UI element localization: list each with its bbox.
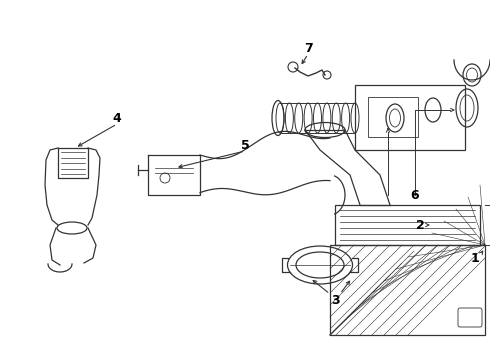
Bar [368,97,418,137]
Text: 4: 4 [113,112,122,125]
Text: 2: 2 [416,219,424,231]
Text: 6: 6 [411,189,419,202]
Text: 3: 3 [331,293,339,306]
Bar [330,245,485,335]
Bar [355,85,465,150]
Bar [335,205,480,245]
Text: 5: 5 [241,139,249,152]
Text: 1: 1 [470,252,479,265]
Text: 7: 7 [304,41,313,54]
